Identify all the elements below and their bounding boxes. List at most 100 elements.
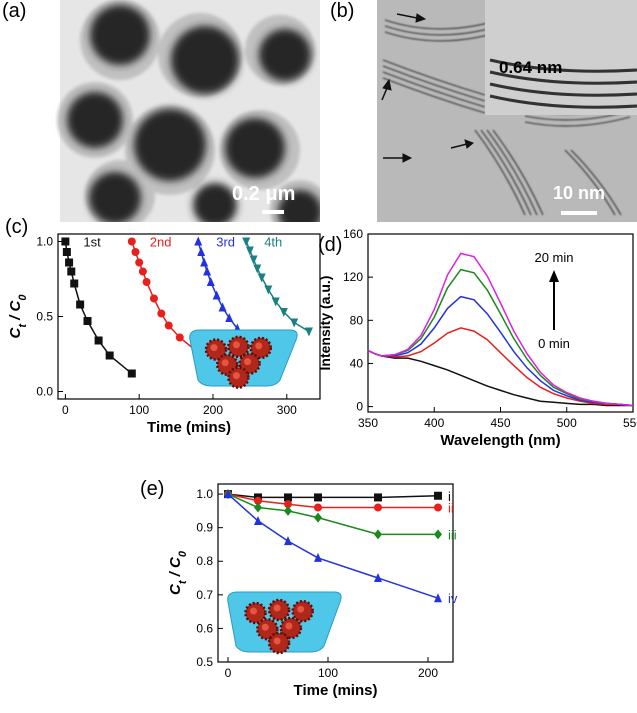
- data-point: [218, 302, 227, 312]
- nanoparticle-highlight: [210, 344, 218, 352]
- data-point: [142, 278, 151, 286]
- series-3: [194, 236, 251, 342]
- data-point: [253, 264, 262, 274]
- x-tick-label: 100: [129, 403, 149, 417]
- x-tick-label: 0: [225, 666, 232, 680]
- catalyst-illustration-e: [227, 591, 342, 655]
- series-2: [224, 490, 442, 512]
- x-tick-label: 550: [623, 416, 637, 430]
- data-point: [314, 493, 322, 502]
- data-point: [149, 294, 158, 303]
- data-point: [284, 500, 292, 509]
- series-line: [367, 295, 634, 407]
- nanoparticle-highlight: [244, 358, 252, 366]
- panel-label-e: (e): [140, 478, 165, 500]
- tem-image-a: [0, 0, 320, 222]
- y-tick-label: 0.9: [196, 521, 213, 535]
- panel-label-d: (d): [318, 234, 343, 256]
- panel-label-c: (c): [5, 216, 29, 238]
- annotation-top: 20 min: [534, 250, 573, 265]
- series-line: [227, 493, 439, 499]
- series-line: [64, 241, 133, 375]
- data-point: [284, 493, 292, 502]
- y-tick-label: 1.0: [36, 235, 53, 249]
- y-tick-label: 0.5: [196, 655, 213, 669]
- data-point: [61, 237, 70, 246]
- nanoparticle-highlight: [250, 607, 257, 615]
- data-point: [225, 313, 234, 322]
- data-point: [314, 512, 322, 523]
- nanoparticle-highlight: [232, 341, 240, 349]
- series-line: [367, 268, 634, 407]
- series-4: [242, 237, 313, 337]
- series-line: [227, 493, 439, 599]
- x-axis-label: Time (mins): [147, 419, 231, 436]
- data-point: [70, 279, 79, 288]
- data-point: [206, 277, 215, 286]
- chart-d: 350 400 450 500 550 0 40 80 120 160 Wavelength (nm…: [318, 227, 637, 449]
- panel-label-b: (b): [330, 0, 355, 22]
- nanoparticle-highlight: [255, 342, 263, 350]
- series-line: [227, 493, 438, 536]
- y-tick-label: 120: [343, 270, 363, 284]
- data-point: [304, 327, 313, 337]
- x-tick-label: 400: [424, 416, 444, 430]
- y-tick-label: 0.0: [36, 385, 53, 399]
- series-label: 3rd: [216, 235, 235, 250]
- panel-label-a: (a): [2, 0, 27, 22]
- data-point: [131, 248, 140, 256]
- scale-bar-label-a: 0.2 μm: [232, 183, 296, 205]
- series-label: i: [448, 489, 451, 504]
- plot-frame: [217, 483, 454, 663]
- series-label: 4th: [264, 235, 282, 250]
- y-tick-label: 0.8: [196, 554, 213, 568]
- panel-e: (e) 0 100 200 0.5 0.6 0.7 0.8 0.9 1.0 Time (mins)…: [140, 470, 480, 713]
- series-5: [367, 252, 634, 407]
- data-point: [203, 266, 212, 276]
- data-point: [138, 267, 147, 276]
- series-1: [61, 237, 136, 378]
- y-tick-label: 1.0: [196, 487, 213, 501]
- data-point: [67, 267, 76, 276]
- series-label: ii: [448, 501, 454, 516]
- annotation-bottom: 0 min: [538, 336, 570, 351]
- series-3: [367, 295, 634, 407]
- nanoparticle-highlight: [273, 604, 281, 612]
- data-point: [135, 258, 144, 267]
- data-point: [271, 297, 280, 307]
- data-point: [374, 503, 382, 512]
- data-point: [245, 246, 254, 256]
- x-tick-label: 300: [277, 403, 297, 417]
- data-point: [127, 369, 136, 378]
- chart-e: 0 100 200 0.5 0.6 0.7 0.8 0.9 1.0 Time (mins) Ct /…: [167, 483, 458, 699]
- data-point: [65, 258, 74, 267]
- series-line: [227, 493, 438, 509]
- data-point: [254, 515, 262, 525]
- data-point: [374, 529, 382, 540]
- data-point: [212, 290, 221, 300]
- nanoparticle-highlight: [297, 605, 305, 613]
- data-point: [194, 236, 203, 246]
- y-tick-label: 0.6: [196, 621, 213, 635]
- series-line: [197, 241, 247, 339]
- data-point: [175, 333, 184, 342]
- x-tick-label: 200: [203, 403, 223, 417]
- data-point: [314, 503, 322, 512]
- series-label: 2nd: [150, 235, 172, 250]
- data-point: [290, 318, 299, 328]
- data-point: [257, 273, 266, 283]
- plot-frame: [367, 233, 634, 413]
- data-point: [224, 489, 232, 499]
- panel-a: (a) 0.2 μm: [0, 0, 320, 222]
- x-axis-label: Time (mins): [294, 682, 378, 699]
- nanoparticle-highlight: [273, 637, 281, 645]
- data-point: [434, 503, 442, 512]
- panel-d: (d) 350 400 450 500 550 0 40 80 120 160 Wavelength…: [318, 222, 637, 462]
- arrow-head: [549, 270, 559, 282]
- series-2: [367, 327, 634, 407]
- y-tick-label: 0.7: [196, 588, 213, 602]
- series-4: [224, 489, 442, 603]
- data-point: [105, 351, 114, 360]
- hrtem-image-b: [325, 0, 637, 222]
- data-point: [83, 317, 92, 325]
